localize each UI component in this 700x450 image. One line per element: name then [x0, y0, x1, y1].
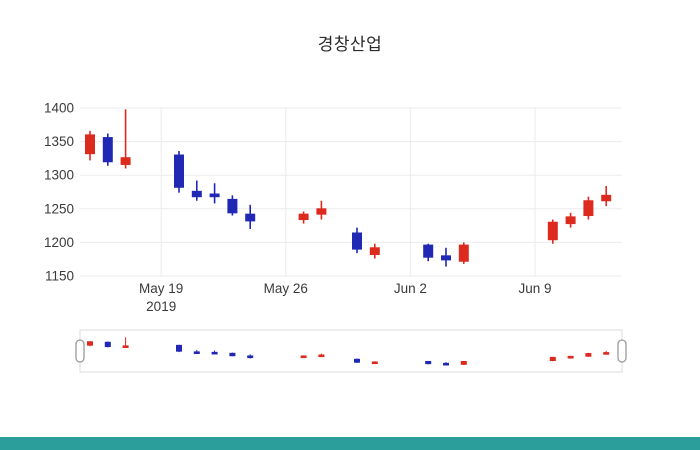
candle-body [211, 351, 218, 355]
range-slider-track[interactable] [79, 329, 623, 373]
x-tick-label: Jun 2 [394, 281, 427, 296]
candle-body [460, 360, 467, 365]
candlestick [423, 243, 434, 262]
candlestick [174, 151, 184, 193]
candlestick [104, 341, 111, 348]
candlestick [371, 361, 378, 365]
candle-body [547, 221, 558, 241]
candle-body [193, 351, 200, 354]
candlestick [300, 355, 307, 359]
candle-body [371, 361, 378, 365]
candlestick [369, 243, 380, 259]
candle-body [549, 356, 556, 362]
candle-body [122, 345, 129, 348]
candle-body [229, 352, 236, 357]
candle-body [603, 352, 610, 355]
candlestick [585, 352, 592, 357]
candle-body [298, 213, 309, 221]
candlestick [229, 352, 236, 357]
candle-body [191, 190, 202, 198]
candle-body [458, 244, 469, 262]
candle-body [104, 341, 111, 348]
candlestick [298, 211, 309, 224]
candlestick [567, 355, 574, 359]
candlestick [102, 133, 113, 166]
candlestick [547, 219, 558, 244]
candle-body [174, 154, 184, 188]
x-tick-label: May 26 [264, 281, 308, 296]
candle-body [601, 194, 612, 202]
candle-body [102, 137, 113, 163]
candle-body [441, 255, 451, 261]
candlestick [85, 130, 95, 161]
candle-body [227, 198, 238, 214]
y-tick-label: 1400 [44, 101, 74, 116]
candle-body [443, 362, 449, 366]
candle-body [585, 353, 592, 357]
candle-body [85, 134, 95, 155]
candlestick [443, 361, 449, 366]
plot-area[interactable] [80, 108, 622, 276]
candlestick [425, 360, 432, 365]
candle-body [209, 193, 220, 198]
x-tick-label: Jun 9 [518, 281, 551, 296]
range-slider-handle-right[interactable] [617, 339, 627, 363]
y-tick-label: 1350 [44, 134, 74, 149]
candle-body [300, 355, 307, 359]
candle-body [425, 360, 432, 365]
candlestick [245, 204, 256, 229]
candlestick [603, 350, 610, 355]
candlestick [318, 353, 325, 358]
chart-title: 경창산업 [317, 35, 383, 54]
candlestick [565, 212, 576, 228]
candle-body [316, 208, 327, 215]
candlestick [120, 109, 131, 169]
range-slider-handle-left[interactable] [75, 339, 85, 363]
candlestick [191, 180, 202, 201]
range-slider[interactable] [75, 329, 627, 373]
candlestick [176, 344, 182, 353]
candle-body [423, 244, 434, 258]
candlestick [354, 358, 360, 363]
candlestick [247, 354, 254, 359]
candle-body [87, 341, 93, 346]
candlestick [441, 247, 451, 267]
candlestick [227, 195, 238, 216]
candlestick [211, 350, 218, 355]
candle-body [247, 355, 254, 359]
candle-body [352, 232, 362, 250]
y-tick-label: 1300 [44, 168, 74, 183]
candlestick [458, 242, 469, 264]
candlestick [122, 337, 129, 348]
candlestick [87, 341, 93, 347]
candle-body [176, 344, 182, 352]
y-tick-label: 1150 [45, 269, 74, 284]
candle-body [245, 213, 256, 222]
candle-body [120, 157, 131, 165]
candle-body [369, 247, 380, 255]
candlestick [352, 227, 362, 254]
y-tick-label: 1250 [44, 201, 74, 216]
candle-body [567, 355, 574, 359]
candle-body [583, 200, 594, 217]
candle-body [318, 354, 325, 358]
y-tick-label: 1200 [44, 235, 74, 250]
candlestick [460, 360, 467, 365]
x-tick-label: May 19 [139, 281, 183, 296]
candlestick [209, 183, 220, 204]
candle-body [565, 216, 576, 225]
candlestick [583, 196, 594, 220]
x-tick-sublabel: 2019 [146, 299, 176, 314]
candlestick [549, 356, 556, 362]
bottom-accent-bar [0, 437, 700, 450]
candlestick [193, 349, 200, 354]
candlestick [601, 185, 612, 207]
candle-body [354, 358, 360, 363]
candlestick [316, 200, 327, 220]
